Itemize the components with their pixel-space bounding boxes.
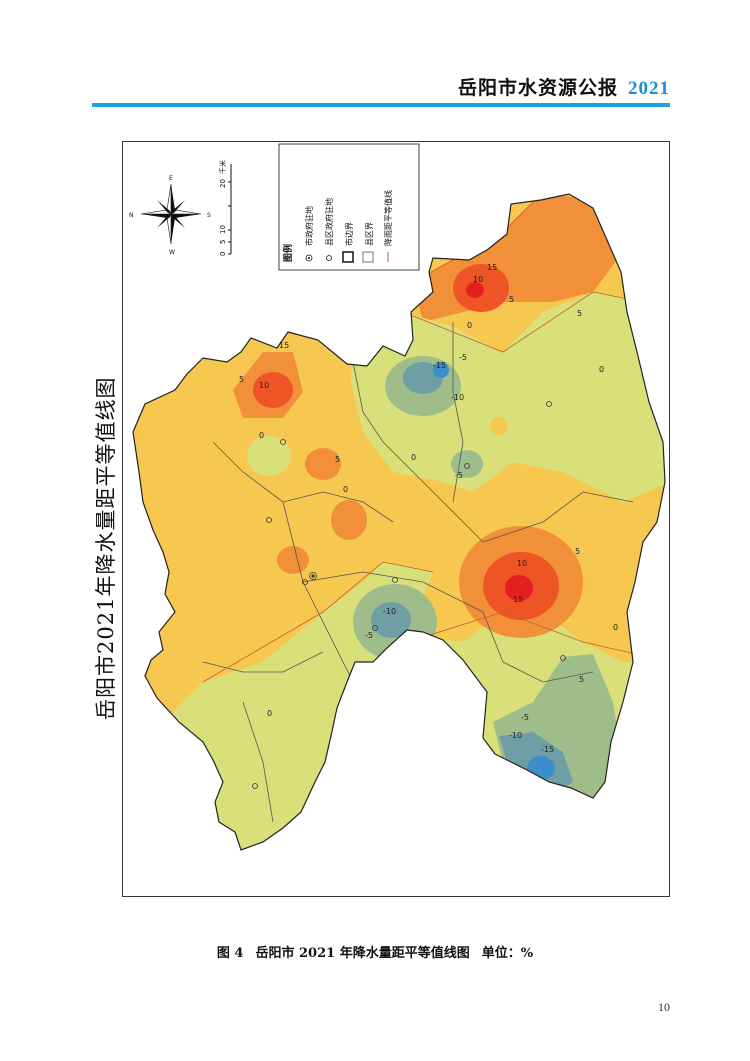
map-vertical-title-text: 岳阳市2021年降水量距平等值线图 (94, 376, 118, 720)
contour-label: -10 (451, 393, 464, 402)
county-seat-marker (392, 577, 398, 583)
contour-label: 0 (343, 485, 348, 494)
legend-item-county-boundary: 县区界 (365, 222, 374, 246)
legend-item-contour-line: 降雨距平等值线 (383, 190, 393, 246)
scale-tick-0: 0 (219, 252, 227, 256)
contour-label: -15 (541, 745, 554, 754)
contour-label: -5 (455, 471, 463, 480)
scale-tick-10: 10 (219, 225, 227, 234)
zone-w-5-to-10-c (277, 546, 309, 574)
contour-label: 15 (279, 341, 289, 350)
zone-ne-above-15 (466, 282, 484, 298)
zone-w-5-to-10-a (305, 448, 341, 480)
scale-bar: 0 5 10 20 千米 (218, 160, 232, 256)
report-title: 岳阳市水资源公报 (457, 77, 618, 99)
county-seat-markers (252, 401, 566, 789)
zone-w-5-to-10-b (331, 500, 367, 540)
contour-label: 5 (579, 675, 584, 684)
compass-rose: N S E W (129, 175, 211, 256)
contour-label: 5 (577, 309, 582, 318)
county-seat-marker (546, 401, 552, 407)
contour-label: 0 (613, 623, 618, 632)
contour-label: 15 (487, 263, 497, 272)
contour-label: 15 (513, 595, 523, 604)
scale-tick-20: 20 (219, 179, 227, 188)
legend-item-city-government: 市政府驻地 (304, 206, 314, 246)
figure-caption: 图 4 岳阳市 2021 年降水量距平等值线图 单位：% (0, 942, 750, 961)
compass-north-label: N (129, 212, 134, 219)
zone-c-small-m5 (451, 450, 483, 478)
contour-labels: 15 10 5 0 5 0 15 10 5 0 5 -5 -10 -15 0 -… (239, 263, 618, 754)
map-frame: 15 10 5 0 5 0 15 10 5 0 5 -5 -10 -15 0 -… (122, 141, 670, 897)
page-header-title: 岳阳市水资源公报 2021 (420, 73, 670, 100)
contour-label: -10 (383, 607, 396, 616)
zone-s-below-m15 (527, 756, 555, 780)
legend-item-city-boundary: 市边界 (344, 222, 354, 246)
legend-item-county-seat: 县区政府驻地 (324, 198, 334, 246)
header-rule (92, 103, 670, 107)
figure-caption-text: 岳阳市 2021 年降水量距平等值线图 (255, 946, 470, 961)
legend-title: 图例 (282, 244, 294, 262)
contour-label: -10 (509, 731, 522, 740)
county-seat-marker (302, 579, 308, 585)
figure-unit: 单位：% (481, 946, 534, 961)
compass-south-label: S (207, 212, 211, 219)
county-seat-marker (280, 439, 286, 445)
compass-west-label: W (169, 249, 175, 256)
zone-w-m5-to-0 (247, 436, 291, 476)
contour-label: 5 (509, 295, 514, 304)
city-government-marker (309, 572, 317, 580)
county-seat-marker (372, 625, 378, 631)
contour-label: -15 (433, 361, 446, 370)
contour-label: 0 (467, 321, 472, 330)
county-seat-marker (266, 517, 272, 523)
compass-east-label: E (169, 175, 173, 182)
contour-label: -5 (459, 353, 467, 362)
zone-e-small-0-to-5 (490, 417, 508, 435)
contour-label: 10 (473, 275, 483, 284)
report-year: 2021 (628, 78, 670, 99)
figure-number: 图 4 (216, 946, 244, 961)
scale-tick-5: 5 (219, 240, 227, 244)
contour-label: 10 (517, 559, 527, 568)
contour-label: 5 (239, 375, 244, 384)
legend: 图例 市政府驻地 县区政府驻地 市边界 县区界 降雨距平等值线 (278, 143, 420, 271)
page-number: 10 (658, 1000, 670, 1014)
county-seat-marker (560, 655, 566, 661)
contour-label: -5 (521, 713, 529, 722)
zone-nw-10-to-15 (253, 372, 293, 408)
contour-label: 0 (411, 453, 416, 462)
contour-label: -5 (365, 631, 373, 640)
contour-label: 5 (335, 455, 340, 464)
contour-label: 0 (259, 431, 264, 440)
county-seat-marker (252, 783, 258, 789)
zone-se-above-15 (505, 575, 533, 601)
contour-label: 10 (259, 381, 269, 390)
zone-cn-below-m15 (433, 362, 449, 378)
county-seat-marker (464, 463, 470, 469)
contour-label: 0 (267, 709, 272, 718)
precipitation-anomaly-map: 15 10 5 0 5 0 15 10 5 0 5 -5 -10 -15 0 -… (129, 143, 666, 851)
scale-unit: 千米 (218, 160, 227, 174)
contour-label: 5 (575, 547, 580, 556)
zone-sc-m15-to-m10 (371, 602, 411, 638)
contour-label: 0 (599, 365, 604, 374)
